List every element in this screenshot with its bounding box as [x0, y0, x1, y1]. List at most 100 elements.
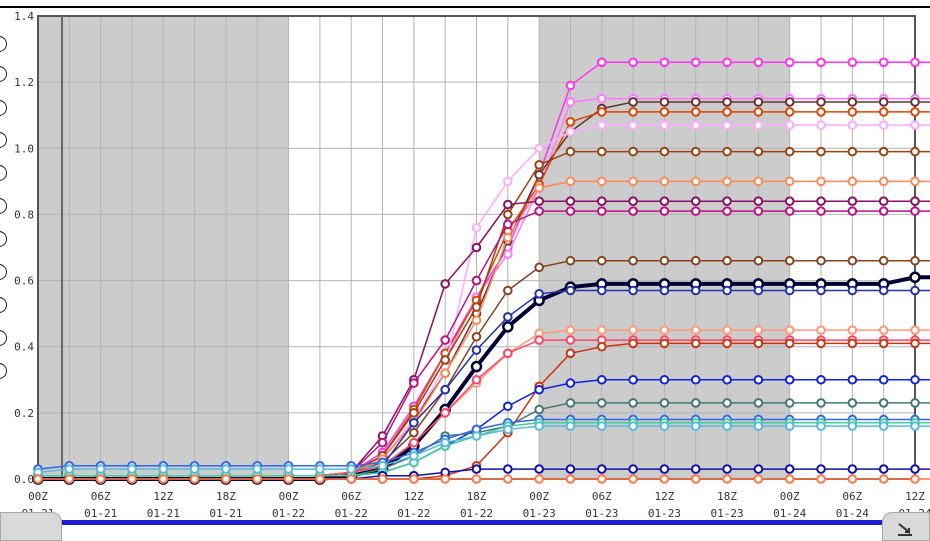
top-rule — [0, 6, 930, 8]
y-tick-label: 0.8 — [14, 208, 34, 221]
data-point — [659, 107, 670, 117]
data-point — [628, 176, 638, 187]
data-point — [847, 146, 858, 157]
data-point — [534, 289, 544, 299]
data-point — [722, 107, 732, 117]
data-point — [847, 196, 858, 206]
data-point — [690, 285, 701, 296]
data-point — [503, 285, 513, 296]
data-point — [753, 464, 764, 474]
data-point — [847, 474, 858, 484]
data-point — [503, 401, 513, 412]
data-point — [847, 338, 858, 349]
x-tick-hour-label: 06Z — [341, 490, 361, 503]
data-point — [409, 437, 419, 448]
data-point — [503, 348, 513, 359]
data-point — [878, 285, 889, 296]
data-point — [628, 146, 638, 157]
data-point — [816, 255, 826, 266]
data-point — [471, 374, 482, 385]
data-point — [690, 325, 701, 335]
data-point — [690, 176, 701, 187]
expand-button[interactable] — [882, 512, 930, 541]
data-point — [910, 176, 920, 187]
data-point — [722, 464, 732, 474]
data-point — [503, 424, 513, 435]
data-point — [470, 360, 483, 373]
data-point — [690, 421, 701, 431]
data-point — [596, 120, 607, 130]
data-point — [784, 474, 795, 484]
data-point — [784, 285, 795, 296]
data-point — [690, 374, 701, 385]
data-point — [784, 206, 795, 216]
data-point — [659, 255, 670, 266]
data-point — [910, 146, 920, 157]
data-point — [910, 325, 920, 335]
data-point — [503, 209, 513, 220]
data-point — [878, 325, 889, 335]
data-point — [628, 97, 638, 107]
data-point — [471, 242, 482, 253]
data-point — [471, 275, 482, 286]
data-point — [503, 249, 513, 259]
data-point — [409, 378, 419, 388]
y-tick-label: 0.2 — [14, 407, 34, 420]
data-point — [690, 206, 701, 216]
data-point — [816, 196, 826, 206]
data-point — [816, 57, 826, 68]
data-point — [722, 196, 732, 206]
data-point — [659, 474, 670, 484]
data-point — [910, 107, 920, 117]
data-point — [722, 146, 732, 157]
data-point — [722, 120, 732, 130]
data-point — [659, 398, 670, 408]
data-point — [784, 255, 795, 266]
data-point — [816, 398, 826, 408]
data-point — [910, 464, 920, 474]
data-point — [534, 404, 544, 415]
data-point — [878, 255, 889, 266]
data-point — [816, 338, 826, 349]
series-line — [37, 418, 930, 470]
data-point — [878, 120, 889, 130]
x-tick-date-label: 01-22 — [397, 507, 430, 520]
data-point — [628, 285, 638, 296]
scroll-left-button[interactable] — [0, 512, 62, 541]
data-point — [534, 160, 544, 170]
data-point — [565, 196, 576, 206]
y-tick-label: 0.4 — [14, 341, 34, 354]
data-point — [440, 279, 450, 289]
data-point — [784, 421, 795, 431]
data-point — [784, 146, 795, 157]
x-tick-date-label: 01-23 — [648, 507, 681, 520]
data-point — [471, 315, 482, 326]
y-tick-label: 1.2 — [14, 76, 34, 89]
data-point — [503, 312, 513, 322]
x-tick-hour-label: 00Z — [28, 490, 48, 503]
data-point — [283, 474, 294, 484]
data-point — [315, 474, 325, 484]
data-point — [534, 464, 544, 474]
x-tick-date-label: 01-23 — [585, 507, 618, 520]
data-point — [910, 421, 920, 431]
x-tick-hour-label: 00Z — [279, 490, 299, 503]
data-point — [377, 437, 388, 448]
data-point — [722, 255, 732, 266]
data-point — [221, 464, 231, 474]
data-point — [628, 196, 638, 206]
data-point — [847, 421, 858, 431]
data-point — [910, 474, 920, 484]
data-point — [409, 408, 419, 418]
data-point — [784, 464, 795, 474]
data-point — [878, 474, 889, 484]
x-tick-hour-label: 06Z — [842, 490, 862, 503]
data-point — [847, 57, 858, 68]
x-tick-hour-label: 18Z — [216, 490, 236, 503]
data-point — [628, 57, 638, 68]
data-point — [878, 146, 889, 157]
data-point — [878, 206, 889, 216]
data-point — [816, 474, 826, 484]
scroll-track[interactable] — [0, 520, 930, 525]
